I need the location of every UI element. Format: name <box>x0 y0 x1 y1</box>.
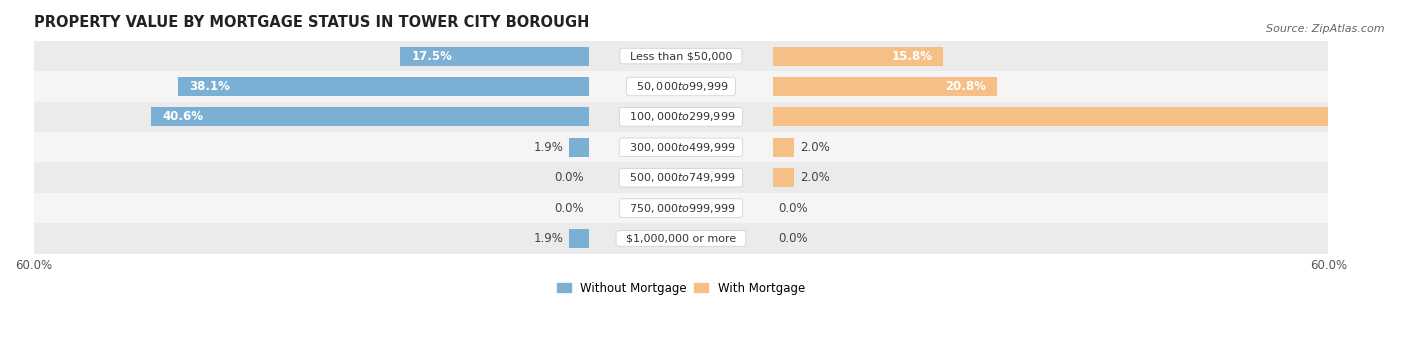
Bar <box>34 193 1329 223</box>
Text: 20.8%: 20.8% <box>945 80 986 93</box>
Text: 40.6%: 40.6% <box>162 110 202 123</box>
Bar <box>34 102 1329 132</box>
Text: 1.9%: 1.9% <box>533 141 564 154</box>
Bar <box>773 77 997 96</box>
Text: PROPERTY VALUE BY MORTGAGE STATUS IN TOWER CITY BOROUGH: PROPERTY VALUE BY MORTGAGE STATUS IN TOW… <box>34 15 589 30</box>
Text: $100,000 to $299,999: $100,000 to $299,999 <box>621 110 740 123</box>
Bar <box>34 132 1329 162</box>
Bar <box>401 47 589 65</box>
Text: 0.0%: 0.0% <box>554 171 583 184</box>
Text: 0.0%: 0.0% <box>778 232 807 245</box>
Bar <box>34 71 1329 102</box>
Text: $750,000 to $999,999: $750,000 to $999,999 <box>621 202 740 214</box>
Bar <box>773 168 794 187</box>
Bar <box>34 223 1329 254</box>
Text: $300,000 to $499,999: $300,000 to $499,999 <box>621 141 740 154</box>
Bar <box>179 77 589 96</box>
Text: 17.5%: 17.5% <box>411 49 453 63</box>
Bar <box>773 138 794 157</box>
Text: 0.0%: 0.0% <box>778 202 807 214</box>
Legend: Without Mortgage, With Mortgage: Without Mortgage, With Mortgage <box>557 282 806 295</box>
Text: $500,000 to $749,999: $500,000 to $749,999 <box>621 171 740 184</box>
Text: $50,000 to $99,999: $50,000 to $99,999 <box>628 80 733 93</box>
Text: 2.0%: 2.0% <box>800 171 830 184</box>
Text: 38.1%: 38.1% <box>188 80 229 93</box>
Bar <box>773 47 943 65</box>
Bar <box>34 41 1329 71</box>
Text: 2.0%: 2.0% <box>800 141 830 154</box>
Bar <box>34 162 1329 193</box>
Bar <box>569 138 589 157</box>
Text: 1.9%: 1.9% <box>533 232 564 245</box>
Bar <box>152 107 589 126</box>
Text: $1,000,000 or more: $1,000,000 or more <box>619 234 744 243</box>
Text: 0.0%: 0.0% <box>554 202 583 214</box>
Text: Source: ZipAtlas.com: Source: ZipAtlas.com <box>1267 24 1385 34</box>
Text: Less than $50,000: Less than $50,000 <box>623 51 740 61</box>
Bar <box>569 229 589 248</box>
Text: 59.4%: 59.4% <box>1361 110 1403 123</box>
Text: 15.8%: 15.8% <box>891 49 932 63</box>
Bar <box>773 107 1406 126</box>
